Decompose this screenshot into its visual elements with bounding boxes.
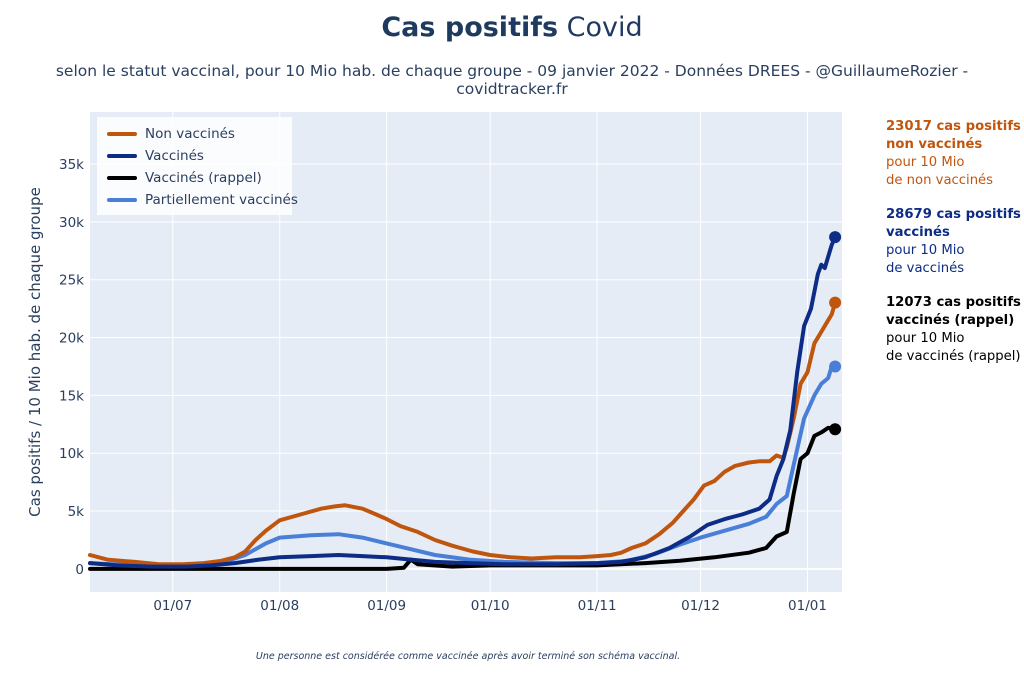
annotation-vaccines-line1: pour 10 Mio [886, 243, 965, 258]
chart-title-bold: Cas positifs [381, 12, 559, 43]
legend-item-vaccines-rappel[interactable]: Vaccinés (rappel) [107, 167, 262, 189]
chart-title: Cas positifs Covid [0, 12, 1024, 43]
y-tick-label: 0 [75, 562, 84, 578]
y-tick-label: 25k [59, 273, 84, 289]
legend-swatch-non-vaccines [107, 132, 137, 136]
annotation-vaccines-group: vaccinés [886, 225, 950, 240]
y-tick-label: 10k [59, 446, 84, 462]
annotation-rappel-line1: pour 10 Mio [886, 331, 965, 346]
y-tick-label: 20k [59, 331, 84, 347]
annotation-rappel-group: vaccinés (rappel) [886, 313, 1015, 328]
x-tick-label: 01/11 [578, 598, 617, 614]
annotation-rappel-count: 12073 cas positifs [886, 295, 1021, 310]
annotation-vaccines-line2: de vaccinés [886, 261, 965, 276]
series-line-vaccines [88, 235, 838, 569]
annotation-non-vaccines: 23017 cas positifs non vaccinés pour 10 … [886, 118, 1021, 190]
series-end-marker-vaccines [829, 231, 842, 244]
y-tick-label: 30k [59, 215, 84, 231]
legend-swatch-partiellement-vaccines [107, 198, 137, 202]
x-tick-label: 01/10 [471, 598, 510, 614]
annotation-vaccines: 28679 cas positifs vaccinés pour 10 Mio … [886, 206, 1021, 278]
annotation-non-vaccines-line2: de non vaccinés [886, 173, 994, 188]
legend-label-vaccines: Vaccinés [145, 148, 204, 164]
y-axis-ticks: 0 5k 10k 15k 20k 25k 30k 35k [59, 157, 84, 578]
annotation-non-vaccines-group: non vaccinés [886, 137, 983, 152]
legend-swatch-vaccines-rappel [107, 176, 137, 180]
x-tick-label: 01/08 [260, 598, 299, 614]
x-tick-label: 01/07 [153, 598, 192, 614]
legend-item-partiellement-vaccines[interactable]: Partiellement vaccinés [107, 189, 298, 211]
annotation-vaccines-rappel: 12073 cas positifs vaccinés (rappel) pou… [886, 294, 1021, 366]
y-tick-label: 15k [59, 388, 84, 404]
series-end-markers [829, 231, 842, 436]
chart-title-normal: Covid [566, 12, 643, 43]
series-line-vaccines-rappel [88, 425, 838, 571]
x-axis-ticks: 01/07 01/08 01/09 01/10 01/11 01/12 01/01 [153, 598, 827, 614]
legend-swatch-vaccines [107, 154, 137, 158]
x-tick-label: 01/01 [788, 598, 827, 614]
y-tick-label: 35k [59, 157, 84, 173]
y-tick-label: 5k [68, 504, 85, 520]
annotation-rappel-line2: de vaccinés (rappel) [886, 349, 1021, 364]
x-tick-label: 01/12 [681, 598, 720, 614]
annotation-non-vaccines-count: 23017 cas positifs [886, 119, 1021, 134]
x-tick-label: 01/09 [367, 598, 406, 614]
series-end-marker-vaccines-rappel [829, 423, 842, 436]
annotation-non-vaccines-line1: pour 10 Mio [886, 155, 965, 170]
legend-label-partiellement-vaccines: Partiellement vaccinés [145, 192, 298, 208]
series-lines [88, 235, 838, 571]
chart-subtitle: selon le statut vaccinal, pour 10 Mio ha… [55, 62, 969, 98]
series-end-marker-partiellement-vaccines [829, 360, 842, 373]
annotation-vaccines-count: 28679 cas positifs [886, 207, 1021, 222]
legend-item-vaccines[interactable]: Vaccinés [107, 145, 204, 167]
legend: Non vaccinés Vaccinés Vaccinés (rappel) … [97, 117, 298, 215]
legend-item-non-vaccines[interactable]: Non vaccinés [107, 123, 235, 145]
y-axis-label: Cas positifs / 10 Mio hab. de chaque gro… [26, 187, 44, 517]
series-end-marker-non-vaccines [829, 296, 842, 309]
legend-label-non-vaccines: Non vaccinés [145, 126, 235, 142]
footnote: Une personne est considérée comme vaccin… [255, 651, 681, 662]
legend-label-vaccines-rappel: Vaccinés (rappel) [145, 170, 262, 186]
